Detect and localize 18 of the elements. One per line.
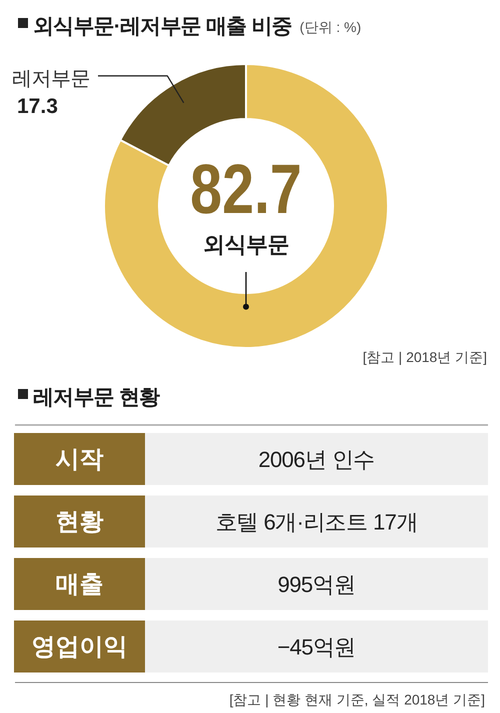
category-label: 영업이익 (32, 634, 128, 660)
donut-slice (103, 63, 389, 349)
category-label: 현황 (56, 508, 104, 536)
slice-label: 외식부문 (203, 232, 289, 257)
slice-label: 레저부문 (12, 68, 90, 90)
chart-subtitle: (단위 : %) (300, 19, 362, 35)
text: [참고 | 2018년 기준] (362, 349, 487, 365)
text: [참고 | 현황 현재 기준, 실적 2018년 기준] (229, 692, 485, 708)
text: 995억원 (278, 572, 356, 597)
category-label: 시작 (56, 446, 104, 473)
text: −45억원 (277, 634, 356, 660)
text: 레저부문 현황 (33, 386, 160, 409)
text: 2006년 인수 (258, 447, 375, 472)
category-label: 매출 (56, 571, 104, 598)
data-label: 82.7 (190, 150, 302, 228)
chart-title: 외식부문·레저부문 매출 비중 (33, 15, 292, 38)
data-label: 17.3 (17, 94, 58, 118)
text: 호텔 6개·리조트 17개 (215, 510, 418, 534)
